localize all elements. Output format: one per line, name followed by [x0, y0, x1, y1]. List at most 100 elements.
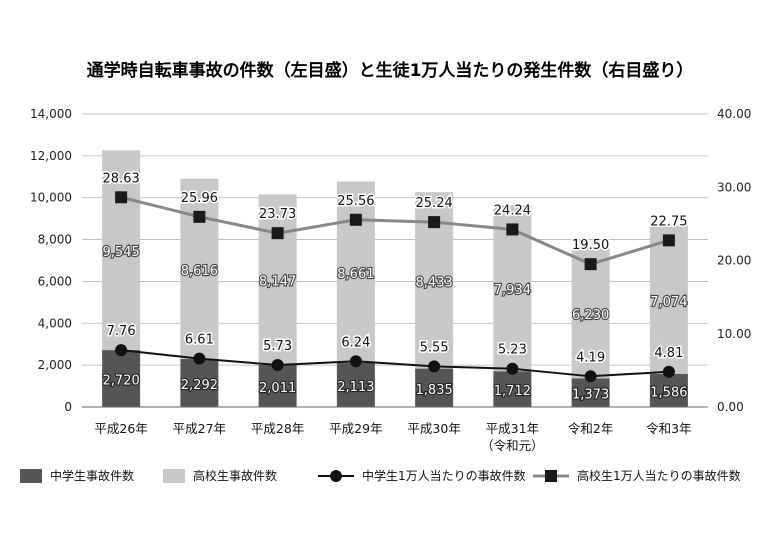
line-value-label: 25.24 — [416, 196, 453, 211]
line-value-label: 19.50 — [572, 238, 609, 253]
line-marker-circle — [349, 355, 362, 368]
line-marker-square — [193, 210, 206, 223]
y-right-tick-label: 40.00 — [717, 107, 751, 121]
x-tick-sublabel: （令和元） — [481, 438, 544, 453]
bar-value-label: 2,720 — [103, 374, 140, 389]
line-marker-square — [271, 227, 284, 240]
bar-value-label: 7,934 — [494, 283, 531, 298]
bar-junior-high — [415, 368, 454, 407]
x-tick-label: 平成30年 — [407, 421, 460, 436]
axes: 0 2,000 4,000 6,000 8,000 10,000 12,000 14,000 0… — [30, 107, 751, 453]
x-tick-label: 平成31年 — [486, 421, 539, 436]
bar-value-label: 1,586 — [650, 385, 687, 400]
bar-value-label: 7,074 — [650, 295, 687, 310]
bar-value-label: 9,545 — [103, 245, 140, 260]
legend-marker-circle — [330, 470, 342, 482]
line-value-label: 25.56 — [337, 194, 374, 209]
y-left-tick-label: 10,000 — [30, 191, 72, 205]
line-marker-square — [349, 213, 362, 226]
y-right-tick-label: 30.00 — [717, 180, 751, 194]
line-marker-square — [662, 234, 675, 247]
bar-value-label: 6,230 — [572, 308, 609, 323]
legend: 中学生事故件数 高校生事故件数 中学生1万人当たりの事故件数 高校生1万人当たりの事故… — [20, 468, 741, 483]
bar-junior-high — [571, 378, 610, 407]
line-marker-circle — [428, 360, 441, 373]
y-left-tick-label: 2,000 — [38, 358, 72, 372]
line-value-label: 28.63 — [103, 171, 140, 186]
line-marker-square — [428, 216, 441, 229]
bar-high-school — [102, 150, 141, 351]
y-left-tick-label: 4,000 — [38, 316, 72, 330]
x-tick-label: 平成27年 — [173, 421, 226, 436]
legend-label: 中学生事故件数 — [50, 468, 134, 483]
legend-label: 高校生1万人当たりの事故件数 — [577, 468, 741, 483]
bar-junior-high — [493, 371, 532, 407]
bar-value-label: 1,712 — [494, 384, 531, 399]
bar-junior-high — [649, 373, 688, 407]
bar-value-label: 8,661 — [337, 267, 374, 282]
bar-value-label: 1,373 — [572, 388, 609, 403]
bar-value-label: 2,113 — [337, 380, 374, 395]
line-value-label: 23.73 — [259, 207, 296, 222]
legend-marker-square — [545, 470, 557, 482]
bar-junior-high — [336, 362, 375, 407]
line-marker-circle — [506, 362, 519, 375]
data-labels: 2,720 9,545 2,292 8,616 2,011 8,147 2,113 8,661… — [101, 170, 689, 404]
x-tick-label: 平成26年 — [94, 421, 147, 436]
line-marker-circle — [271, 359, 284, 372]
line-marker-square — [115, 191, 128, 204]
x-tick-label: 令和2年 — [568, 421, 613, 436]
bar-value-label: 1,835 — [416, 383, 453, 398]
bar-value-label: 2,011 — [259, 381, 296, 396]
y-left-tick-label: 12,000 — [30, 149, 72, 163]
bar-high-school — [180, 178, 219, 360]
bar-value-label: 8,616 — [181, 264, 218, 279]
x-tick-label: 平成29年 — [329, 421, 382, 436]
line-value-label: 4.19 — [576, 350, 605, 365]
x-tick-label: 平成28年 — [251, 421, 304, 436]
line-marker-circle — [115, 344, 128, 357]
line-marker-square — [584, 258, 597, 271]
y-left-tick-label: 14,000 — [30, 107, 72, 121]
y-right-tick-label: 10.00 — [717, 327, 751, 341]
line-value-label: 5.55 — [420, 340, 449, 355]
legend-label: 高校生事故件数 — [193, 468, 277, 483]
line-value-label: 24.24 — [494, 203, 531, 218]
bar-high-school — [258, 194, 297, 365]
x-tick-label: 令和3年 — [646, 421, 691, 436]
y-right-tick-label: 0.00 — [717, 400, 744, 414]
line-value-label: 4.81 — [654, 346, 683, 361]
line-marker-square — [506, 223, 519, 236]
line-value-label: 5.23 — [498, 343, 527, 358]
legend-swatch — [163, 469, 185, 483]
bar-junior-high — [258, 364, 297, 407]
line-marker-circle — [584, 370, 597, 383]
legend-swatch — [20, 469, 42, 483]
bar-high-school — [649, 225, 688, 374]
bar-value-label: 8,147 — [259, 275, 296, 290]
line-value-label: 5.73 — [263, 339, 292, 354]
line-value-label: 6.61 — [185, 333, 214, 348]
y-right-tick-label: 20.00 — [717, 254, 751, 268]
legend-label: 中学生1万人当たりの事故件数 — [362, 468, 526, 483]
lines — [115, 191, 675, 383]
line-junior-high-rate — [121, 349, 669, 378]
line-value-label: 6.24 — [341, 335, 370, 350]
bar-value-label: 8,433 — [416, 275, 453, 290]
bar-value-label: 2,292 — [181, 378, 218, 393]
line-value-label: 25.96 — [181, 191, 218, 206]
line-value-label: 7.76 — [107, 324, 136, 339]
y-left-tick-label: 6,000 — [38, 274, 72, 288]
line-value-label: 22.75 — [650, 214, 687, 229]
bar-high-school — [336, 181, 375, 363]
bar-junior-high — [102, 350, 141, 407]
y-left-tick-label: 0 — [64, 400, 72, 414]
line-marker-circle — [662, 365, 675, 378]
bars — [102, 150, 688, 407]
line-high-school-rate — [120, 195, 670, 266]
y-left-tick-label: 8,000 — [38, 233, 72, 247]
line-marker-circle — [193, 352, 206, 365]
chart-title: 通学時自転車事故の件数（左目盛）と生徒1万人当たりの発生件数（右目盛り） — [87, 60, 694, 81]
bar-junior-high — [180, 359, 219, 407]
